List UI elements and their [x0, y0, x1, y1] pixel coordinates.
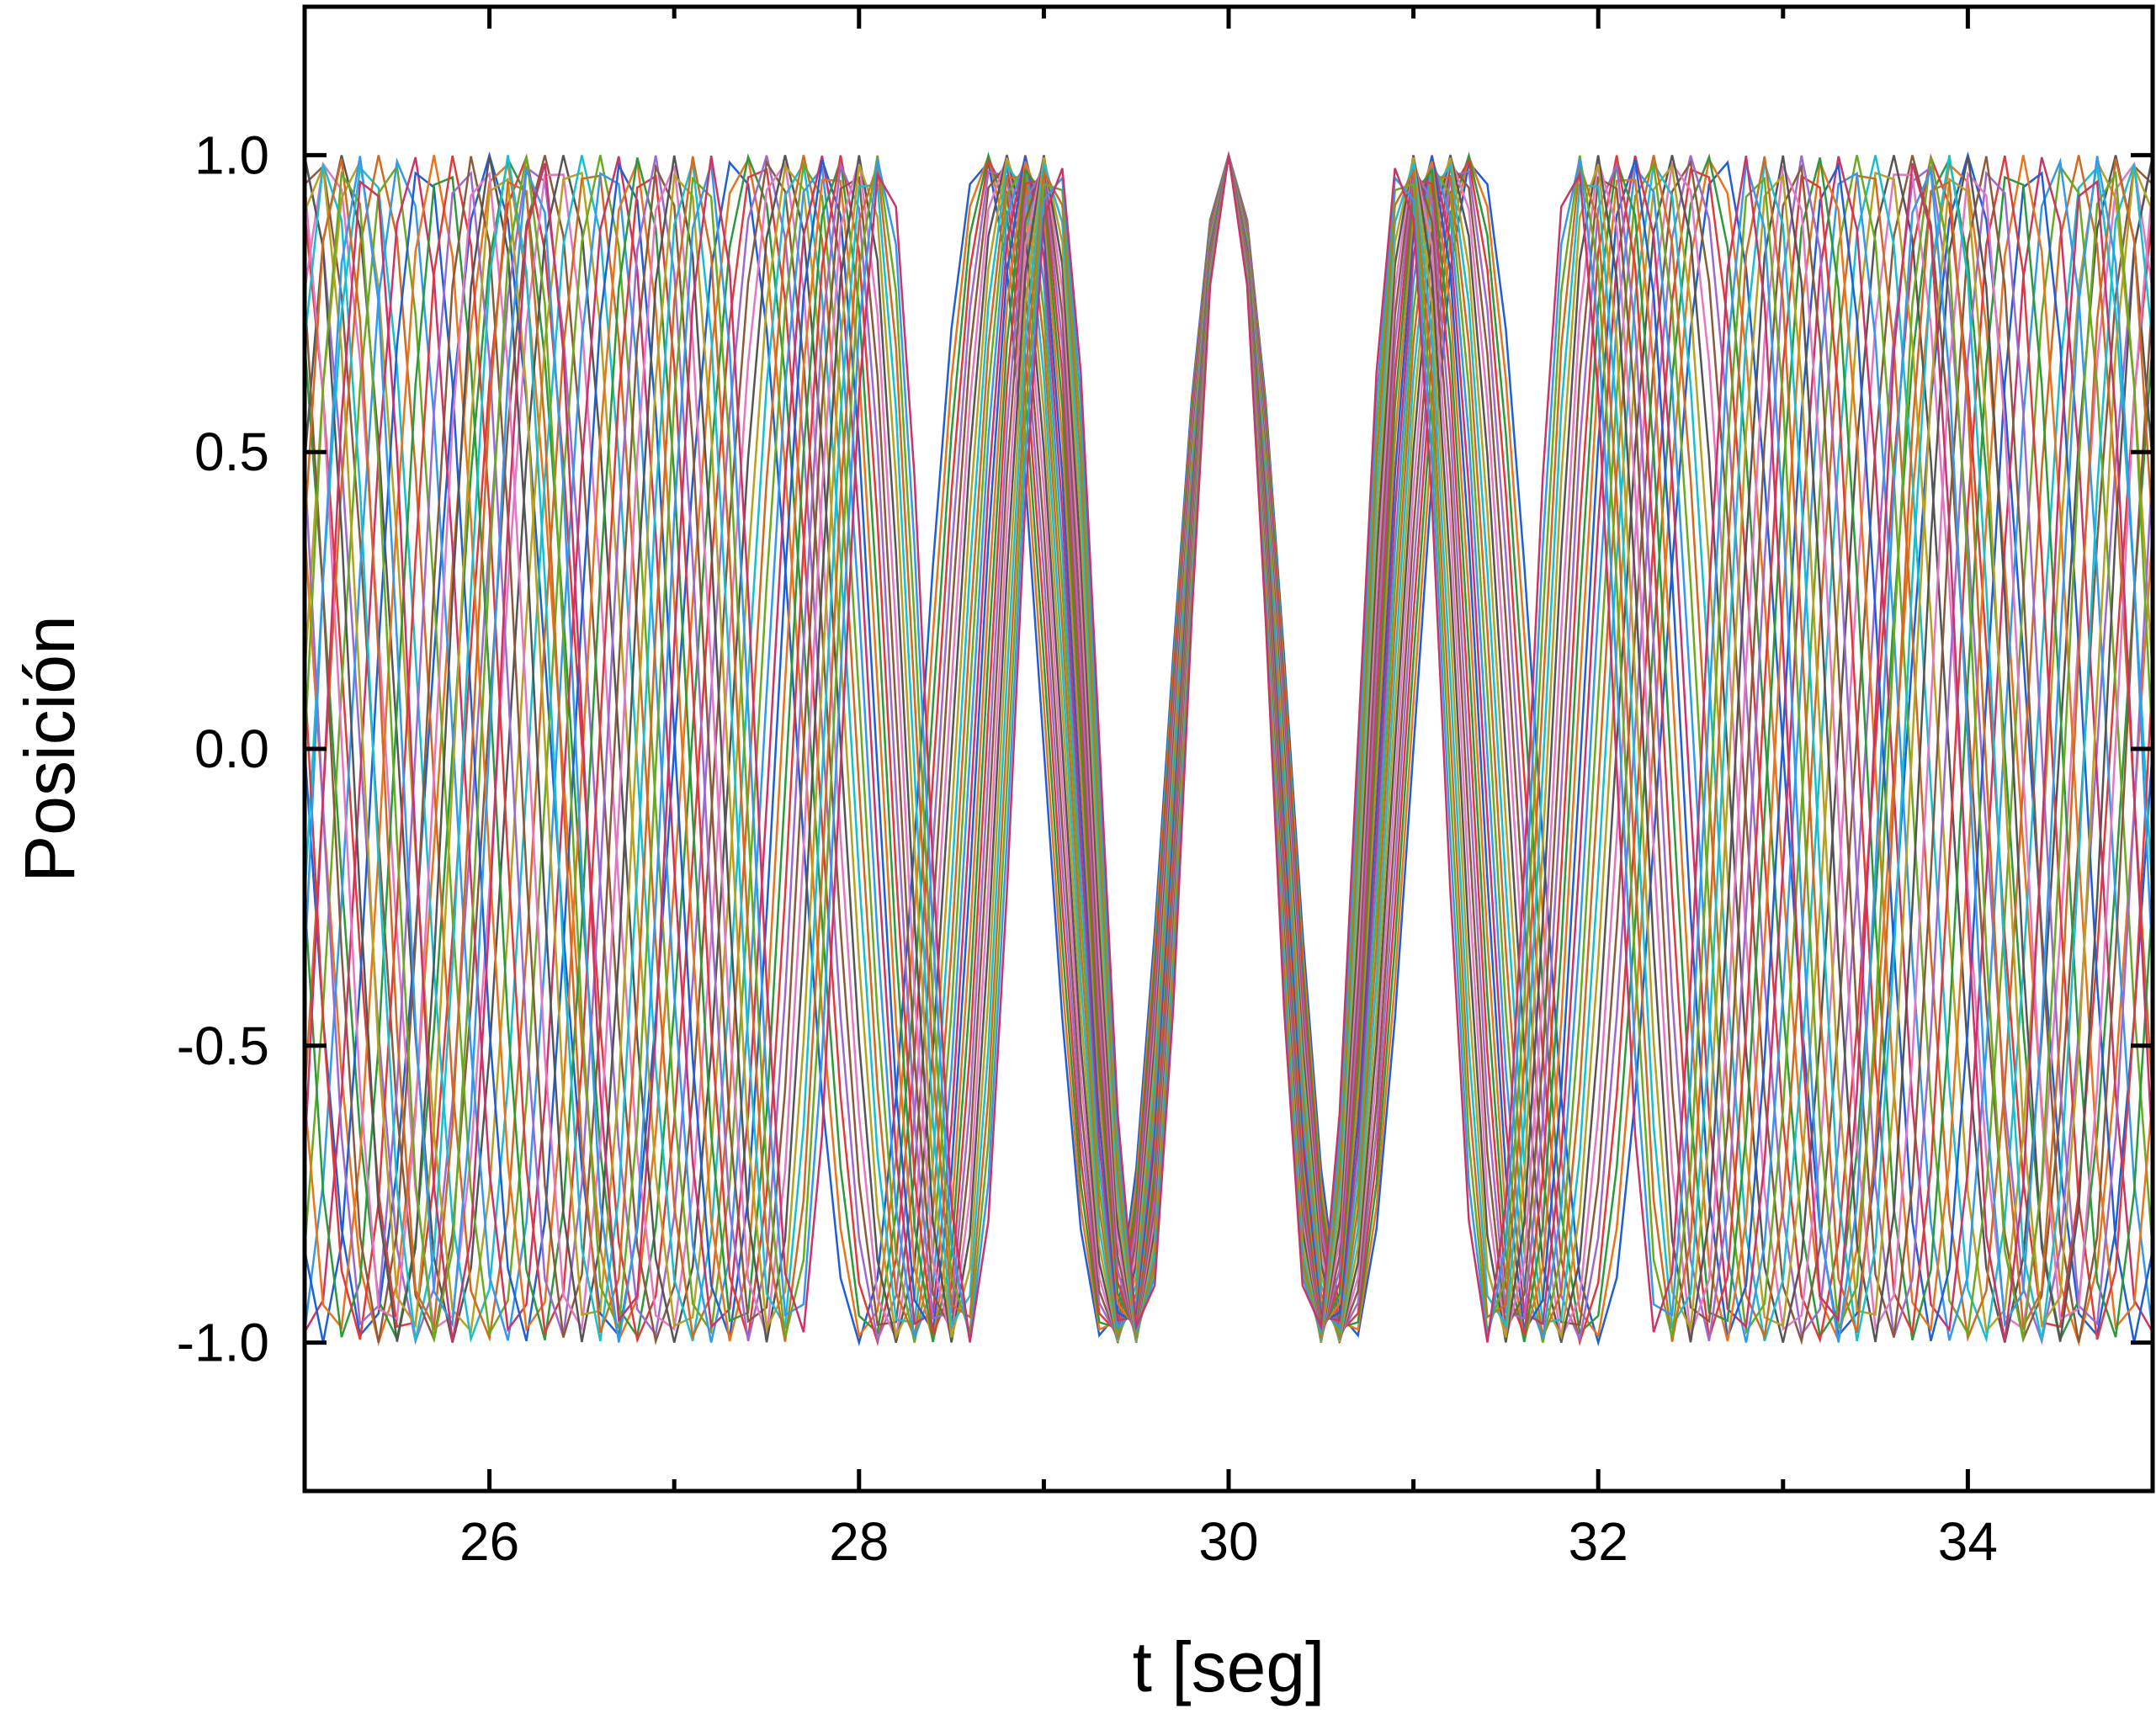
- x-tick-label: 26: [459, 1511, 519, 1572]
- tick-labels-group: 26 28 30 32 34 1.0 0.5 0.0 -0.5 -1.0: [177, 125, 1998, 1572]
- ticks-group: [305, 7, 2153, 1491]
- x-axis-title: t [seg]: [1133, 1627, 1325, 1706]
- y-axis-title: Posición: [10, 615, 89, 883]
- x-tick-label: 32: [1569, 1511, 1628, 1572]
- x-tick-label: 30: [1198, 1511, 1258, 1572]
- y-tick-label: 0.0: [194, 719, 269, 779]
- y-tick-label: 1.0: [194, 125, 269, 185]
- series-line-28: [305, 155, 2153, 1343]
- y-tick-label: -1.0: [177, 1313, 269, 1373]
- x-tick-label: 28: [829, 1511, 889, 1572]
- y-tick-label: 0.5: [194, 422, 269, 482]
- y-tick-label: -0.5: [177, 1016, 269, 1076]
- series-group: [305, 151, 2153, 1347]
- x-tick-label: 34: [1938, 1511, 1998, 1572]
